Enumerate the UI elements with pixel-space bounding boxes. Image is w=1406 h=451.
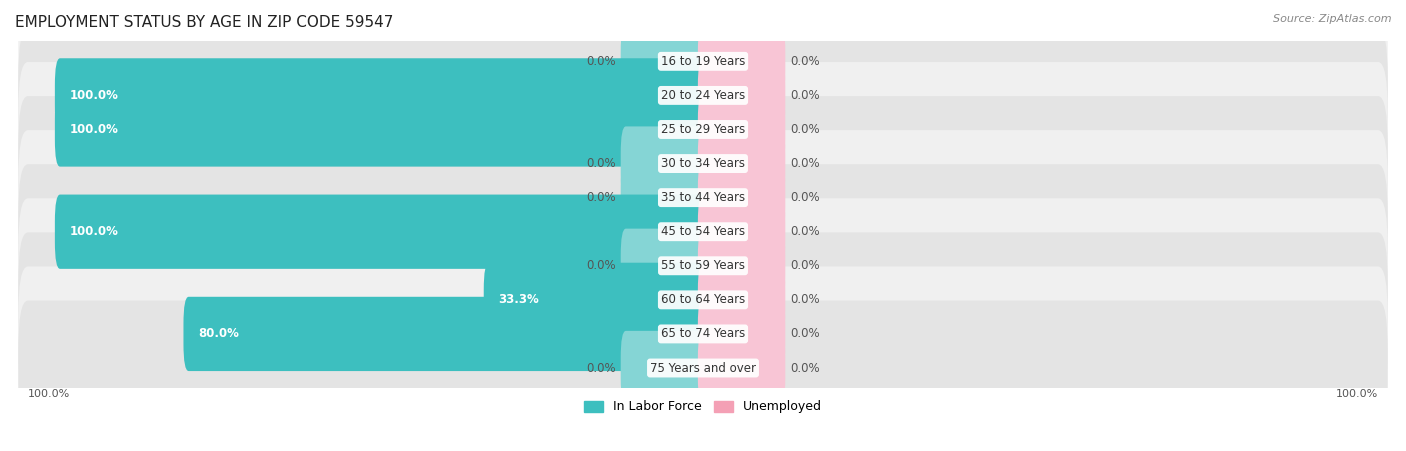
FancyBboxPatch shape xyxy=(18,96,1388,231)
FancyBboxPatch shape xyxy=(183,297,709,371)
FancyBboxPatch shape xyxy=(55,194,709,269)
FancyBboxPatch shape xyxy=(620,126,709,201)
FancyBboxPatch shape xyxy=(697,331,786,405)
FancyBboxPatch shape xyxy=(697,194,786,269)
Text: 65 to 74 Years: 65 to 74 Years xyxy=(661,327,745,341)
Text: 0.0%: 0.0% xyxy=(790,157,820,170)
FancyBboxPatch shape xyxy=(697,229,786,303)
Text: 0.0%: 0.0% xyxy=(790,191,820,204)
Text: 16 to 19 Years: 16 to 19 Years xyxy=(661,55,745,68)
FancyBboxPatch shape xyxy=(18,0,1388,129)
Text: 25 to 29 Years: 25 to 29 Years xyxy=(661,123,745,136)
Text: 0.0%: 0.0% xyxy=(790,362,820,374)
FancyBboxPatch shape xyxy=(18,267,1388,401)
Text: 0.0%: 0.0% xyxy=(790,327,820,341)
FancyBboxPatch shape xyxy=(620,229,709,303)
Text: 0.0%: 0.0% xyxy=(790,55,820,68)
Text: 0.0%: 0.0% xyxy=(586,55,616,68)
Text: 100.0%: 100.0% xyxy=(1336,389,1378,399)
FancyBboxPatch shape xyxy=(620,161,709,235)
FancyBboxPatch shape xyxy=(697,24,786,98)
FancyBboxPatch shape xyxy=(697,126,786,201)
Text: 0.0%: 0.0% xyxy=(790,225,820,238)
FancyBboxPatch shape xyxy=(697,58,786,133)
FancyBboxPatch shape xyxy=(620,331,709,405)
FancyBboxPatch shape xyxy=(620,24,709,98)
Text: 55 to 59 Years: 55 to 59 Years xyxy=(661,259,745,272)
FancyBboxPatch shape xyxy=(18,198,1388,333)
Text: 35 to 44 Years: 35 to 44 Years xyxy=(661,191,745,204)
Text: 0.0%: 0.0% xyxy=(790,89,820,102)
Text: 0.0%: 0.0% xyxy=(586,259,616,272)
Text: 45 to 54 Years: 45 to 54 Years xyxy=(661,225,745,238)
Text: 0.0%: 0.0% xyxy=(586,191,616,204)
Text: EMPLOYMENT STATUS BY AGE IN ZIP CODE 59547: EMPLOYMENT STATUS BY AGE IN ZIP CODE 595… xyxy=(15,15,394,30)
FancyBboxPatch shape xyxy=(697,92,786,166)
Text: 0.0%: 0.0% xyxy=(790,123,820,136)
FancyBboxPatch shape xyxy=(697,161,786,235)
FancyBboxPatch shape xyxy=(55,92,709,166)
Text: 100.0%: 100.0% xyxy=(70,89,118,102)
Text: 33.3%: 33.3% xyxy=(499,293,540,306)
Text: 60 to 64 Years: 60 to 64 Years xyxy=(661,293,745,306)
Text: 20 to 24 Years: 20 to 24 Years xyxy=(661,89,745,102)
Text: 100.0%: 100.0% xyxy=(28,389,70,399)
Text: 0.0%: 0.0% xyxy=(586,362,616,374)
FancyBboxPatch shape xyxy=(697,297,786,371)
Text: 100.0%: 100.0% xyxy=(70,225,118,238)
Text: 100.0%: 100.0% xyxy=(70,123,118,136)
FancyBboxPatch shape xyxy=(18,130,1388,265)
Text: 0.0%: 0.0% xyxy=(586,157,616,170)
Text: 80.0%: 80.0% xyxy=(198,327,239,341)
Text: 30 to 34 Years: 30 to 34 Years xyxy=(661,157,745,170)
FancyBboxPatch shape xyxy=(18,28,1388,163)
FancyBboxPatch shape xyxy=(697,263,786,337)
FancyBboxPatch shape xyxy=(18,300,1388,436)
Text: 0.0%: 0.0% xyxy=(790,259,820,272)
Text: Source: ZipAtlas.com: Source: ZipAtlas.com xyxy=(1274,14,1392,23)
FancyBboxPatch shape xyxy=(55,58,709,133)
Text: 75 Years and over: 75 Years and over xyxy=(650,362,756,374)
FancyBboxPatch shape xyxy=(18,164,1388,299)
FancyBboxPatch shape xyxy=(18,232,1388,367)
FancyBboxPatch shape xyxy=(484,263,709,337)
FancyBboxPatch shape xyxy=(18,62,1388,197)
Text: 0.0%: 0.0% xyxy=(790,293,820,306)
Legend: In Labor Force, Unemployed: In Labor Force, Unemployed xyxy=(583,400,823,414)
